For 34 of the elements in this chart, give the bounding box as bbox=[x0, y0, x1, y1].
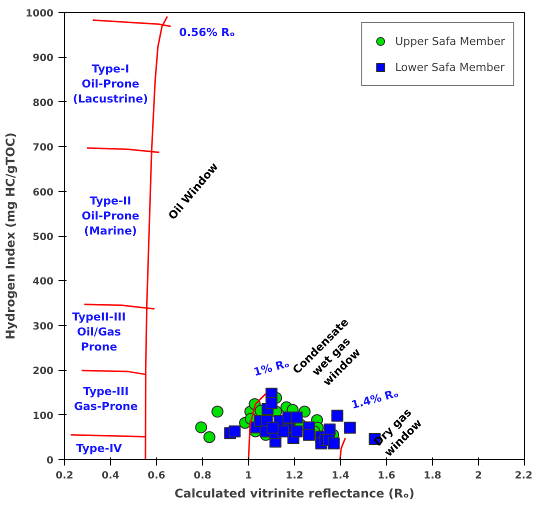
x-tick-label: 0.6 bbox=[148, 470, 166, 482]
x-tick-label: 0.2 bbox=[56, 470, 74, 482]
x-tick-label: 2.2 bbox=[514, 470, 533, 482]
annotation: 1% Rₒ bbox=[252, 356, 291, 379]
y-tick-label: 1000 bbox=[26, 8, 54, 20]
x-tick-label: 2 bbox=[475, 470, 482, 482]
x-tick-label: 1.6 bbox=[378, 470, 396, 482]
y-tick-label: 200 bbox=[32, 366, 54, 378]
x-axis-title: Calculated vitrinite reflectance (Rₒ) bbox=[174, 486, 415, 500]
y-tick-label: 700 bbox=[32, 142, 54, 154]
y-axis-title: Hydrogen Index (mg HC/gTOC) bbox=[4, 132, 18, 340]
y-tick-label: 100 bbox=[32, 410, 54, 422]
y-tick-label: 900 bbox=[32, 53, 54, 64]
annotation: Type-II Oil-Prone (Marine) bbox=[82, 194, 140, 238]
annotation: Type-IV bbox=[76, 442, 122, 455]
annotation: Type-I Oil-Prone (Lacustrine) bbox=[72, 62, 148, 106]
x-tick-label: 1.8 bbox=[424, 470, 442, 482]
legend-label: Upper Safa Member bbox=[395, 34, 505, 48]
y-tick-label: 400 bbox=[32, 276, 54, 288]
annotation: TypeII-III Oil/Gas Prone bbox=[72, 310, 126, 354]
legend-label: Lower Safa Member bbox=[395, 60, 505, 74]
y-tick-label: 0 bbox=[46, 456, 54, 466]
x-tick-label: 0.4 bbox=[102, 470, 120, 482]
annotation: 0.56% Rₒ bbox=[179, 26, 236, 40]
annotation: Type-III Gas-Prone bbox=[74, 385, 138, 414]
x-tick-label: 1.2 bbox=[286, 470, 304, 482]
annotation: 1.4% Rₒ bbox=[350, 386, 400, 412]
y-tick-label: 600 bbox=[32, 187, 54, 198]
x-tick-label: 1.4 bbox=[332, 470, 350, 482]
y-tick-label: 300 bbox=[32, 321, 54, 332]
y-tick-label: 800 bbox=[32, 98, 54, 109]
x-tick-label: 0.8 bbox=[194, 470, 212, 482]
y-tick-label: 500 bbox=[32, 232, 54, 243]
x-tick-label: 1 bbox=[245, 470, 252, 482]
